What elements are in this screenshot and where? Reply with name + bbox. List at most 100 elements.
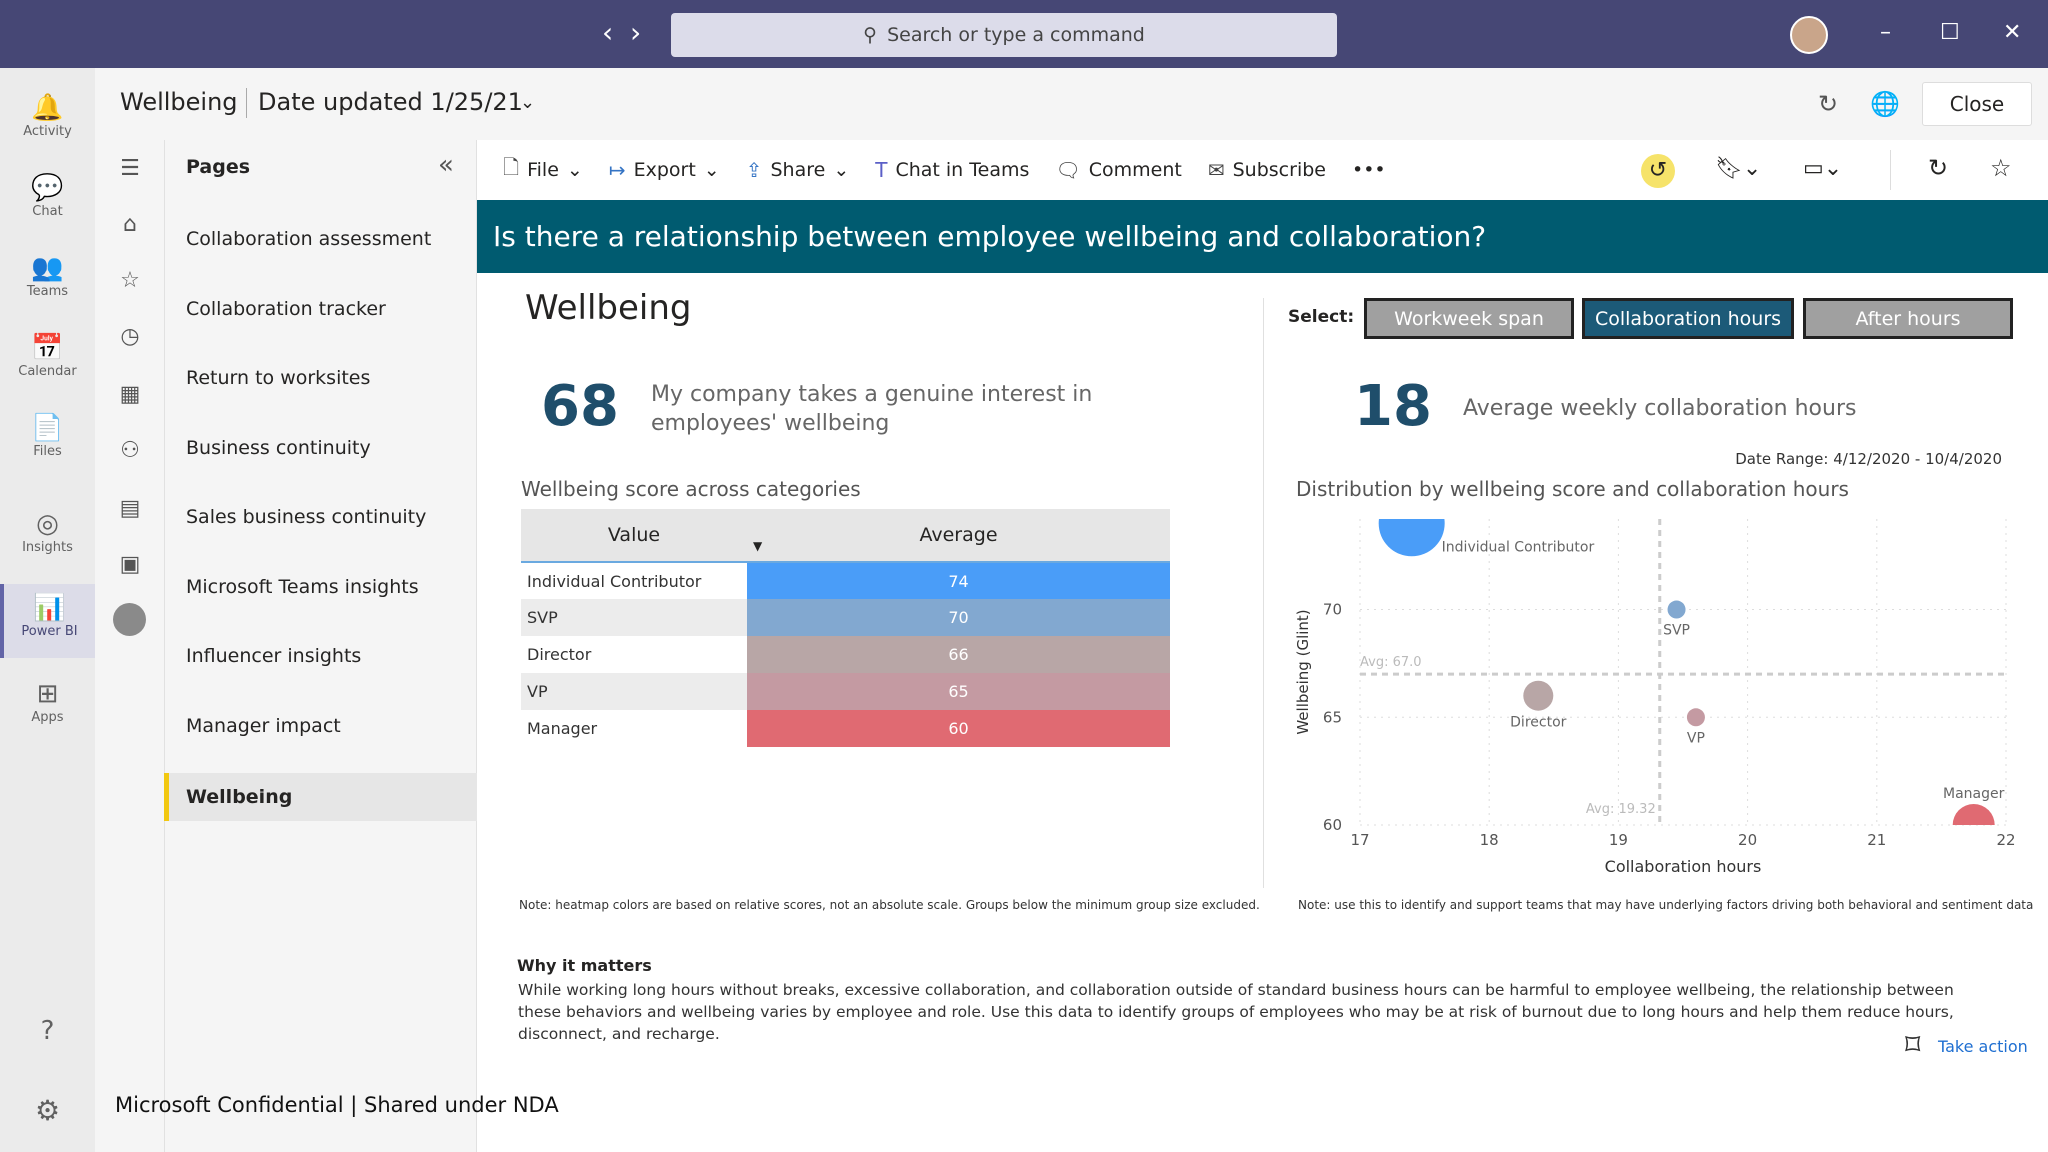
- column-header-value[interactable]: Value: [521, 509, 747, 563]
- bubble-label: SVP: [1663, 623, 1690, 639]
- rail-label: Insights: [22, 540, 73, 555]
- more-options-button[interactable]: •••: [1351, 159, 1386, 181]
- page-item[interactable]: Manager impact: [186, 715, 341, 737]
- row-value: 66: [747, 636, 1170, 673]
- export-menu[interactable]: ↦ Export ⌄: [609, 158, 720, 182]
- chevron-down-icon: ⌄: [566, 159, 583, 181]
- table-row[interactable]: Director 66: [521, 636, 1170, 673]
- confidential-footer: Microsoft Confidential | Shared under ND…: [115, 1093, 559, 1117]
- why-title: Why it matters: [517, 956, 652, 975]
- comment-label: Comment: [1088, 159, 1182, 181]
- star-icon[interactable]: ☆: [120, 268, 140, 293]
- rail-powerbi[interactable]: 📊 Power BI: [0, 584, 95, 658]
- subscribe-label: Subscribe: [1232, 159, 1326, 181]
- share-label: Share: [770, 159, 826, 181]
- row-name: Individual Contributor: [527, 571, 702, 591]
- search-input[interactable]: ⚲ Search or type a command: [671, 13, 1337, 57]
- bubble-vp: [1686, 708, 1705, 727]
- table-row[interactable]: Individual Contributor 74: [521, 562, 1170, 599]
- share-menu[interactable]: ⇪ Share ⌄: [746, 158, 850, 182]
- clock-icon[interactable]: ◷: [120, 324, 140, 349]
- rail-activity[interactable]: 🔔 Activity: [0, 92, 95, 139]
- file-icon: 🗋: [503, 155, 520, 179]
- after-hours-button[interactable]: After hours: [1803, 298, 2013, 339]
- sort-descending-icon: ▼: [753, 539, 763, 553]
- apps-icon: ⊞: [36, 679, 59, 709]
- hamburger-menu-icon[interactable]: ☰: [120, 156, 140, 181]
- apps-icon[interactable]: ▦: [119, 382, 141, 407]
- x-tick-label: 20: [1738, 831, 1757, 849]
- bookmark-icon[interactable]: ⌑: [1905, 1028, 1921, 1063]
- page-item[interactable]: Collaboration assessment: [186, 228, 432, 250]
- export-label: Export: [633, 159, 696, 181]
- favorite-icon[interactable]: ☆: [1990, 154, 2012, 182]
- workspaces-icon[interactable]: ▣: [119, 552, 141, 577]
- chat-label: Chat in Teams: [895, 159, 1030, 181]
- x-tick-label: 18: [1480, 831, 1499, 849]
- view-icon[interactable]: ▭⌄: [1803, 156, 1843, 181]
- rail-chat[interactable]: 💬 Chat: [0, 172, 95, 219]
- chat-in-teams-button[interactable]: T Chat in Teams: [875, 158, 1029, 182]
- rail-label: Apps: [31, 710, 64, 725]
- globe-icon[interactable]: 🌐: [1870, 90, 1900, 118]
- row-value: 74: [747, 562, 1170, 599]
- column-header-average[interactable]: Average ▼: [747, 509, 1170, 563]
- forward-button[interactable]: ›: [630, 16, 642, 49]
- comment-button[interactable]: 🗨 Comment: [1055, 158, 1181, 182]
- avg-label-x: Avg: 19.32: [1586, 802, 1656, 817]
- avatar[interactable]: [1790, 16, 1828, 54]
- chevron-down-icon[interactable]: ⌄: [520, 92, 536, 113]
- table-row[interactable]: Manager 60: [521, 710, 1170, 747]
- file-menu[interactable]: 🗋 File ⌄: [503, 153, 583, 187]
- close-button[interactable]: Close: [1922, 82, 2032, 126]
- collapse-pane-icon[interactable]: «: [438, 150, 454, 180]
- home-icon[interactable]: ⌂: [123, 212, 137, 237]
- rail-insights[interactable]: ◎ Insights: [0, 508, 95, 555]
- minimize-button[interactable]: –: [1880, 20, 1891, 45]
- row-name: Manager: [527, 719, 598, 738]
- subscribe-button[interactable]: ✉ Subscribe: [1208, 158, 1326, 182]
- shared-icon[interactable]: ⚇: [120, 438, 140, 463]
- row-name: Director: [527, 645, 592, 664]
- date-updated-dropdown[interactable]: Date updated 1/25/21: [258, 88, 523, 116]
- bookmark-icon[interactable]: 🔖︎⌄: [1715, 156, 1762, 181]
- rail-label: Teams: [26, 284, 69, 299]
- reset-icon[interactable]: ↺: [1641, 154, 1675, 188]
- refresh-icon[interactable]: ↻: [1928, 154, 1949, 182]
- page-item[interactable]: Business continuity: [186, 437, 371, 459]
- help-icon[interactable]: ?: [40, 1016, 55, 1046]
- table-row[interactable]: SVP 70: [521, 599, 1170, 636]
- back-button[interactable]: ‹: [602, 16, 614, 49]
- rail-calendar[interactable]: 📅 Calendar: [0, 332, 95, 379]
- chart-title: Distribution by wellbeing score and coll…: [1296, 477, 1849, 501]
- close-window-button[interactable]: ✕: [2003, 20, 2022, 45]
- page-item[interactable]: Influencer insights: [186, 645, 362, 667]
- page-item[interactable]: Sales business continuity: [186, 506, 427, 528]
- mail-icon: ✉: [1207, 158, 1225, 182]
- page-item[interactable]: Return to worksites: [186, 367, 371, 389]
- bubble-director: [1523, 680, 1554, 711]
- learn-icon[interactable]: ▤: [119, 496, 141, 521]
- divider: [246, 88, 247, 118]
- why-body: While working long hours without breaks,…: [518, 981, 1954, 1043]
- page-item[interactable]: Collaboration tracker: [186, 298, 386, 320]
- page-item[interactable]: Microsoft Teams insights: [186, 576, 419, 598]
- rail-files[interactable]: 📄 Files: [0, 412, 95, 459]
- settings-icon[interactable]: ⚙: [34, 1094, 61, 1127]
- table-row[interactable]: VP 65: [521, 673, 1170, 710]
- y-axis-title: Wellbeing (Glint): [1294, 609, 1312, 734]
- workweek-span-button[interactable]: Workweek span: [1364, 298, 1574, 339]
- collaboration-hours-button[interactable]: Collaboration hours: [1582, 298, 1794, 339]
- maximize-button[interactable]: ☐: [1940, 20, 1960, 45]
- rail-teams[interactable]: 👥 Teams: [0, 252, 95, 299]
- y-tick-label: 65: [1323, 708, 1342, 726]
- row-name: VP: [521, 673, 747, 710]
- section-title: Wellbeing: [525, 288, 692, 328]
- take-action-link[interactable]: Take action: [1938, 1037, 2028, 1056]
- rail-apps[interactable]: ⊞ Apps: [0, 678, 95, 725]
- y-tick-label: 70: [1323, 601, 1342, 619]
- page-item-active[interactable]: Wellbeing: [164, 773, 477, 821]
- profile-icon[interactable]: [113, 603, 146, 636]
- column-label: Average: [919, 524, 998, 546]
- refresh-icon[interactable]: ↻: [1818, 90, 1839, 118]
